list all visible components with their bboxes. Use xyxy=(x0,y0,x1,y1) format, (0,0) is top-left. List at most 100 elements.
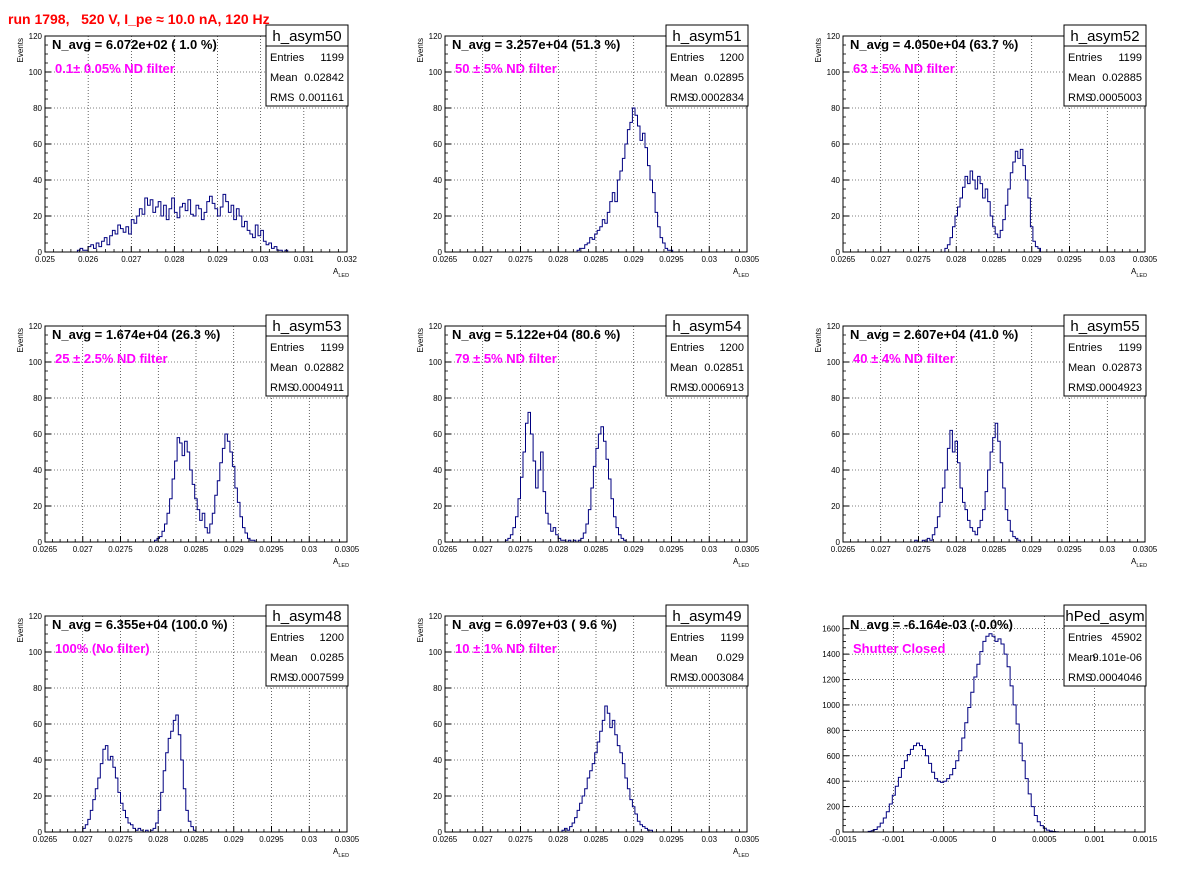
navg-label: N_avg = 2.607e+04 (41.0 %) xyxy=(850,327,1018,342)
x-axis-label-sub: LED xyxy=(738,273,749,279)
stats-label: Entries xyxy=(670,52,705,64)
x-axis-label-sub: LED xyxy=(338,563,349,569)
stats-label: Entries xyxy=(1068,342,1103,354)
x-tick-label: 0.03 xyxy=(1099,255,1115,264)
x-tick-label: 0.0265 xyxy=(831,255,856,264)
stats-label: RMS xyxy=(1068,92,1092,104)
y-tick-label: 120 xyxy=(29,612,43,621)
y-tick-label: 0 xyxy=(836,828,841,837)
navg-label: N_avg = 6.072e+02 ( 1.0 %) xyxy=(52,37,217,52)
y-tick-label: 100 xyxy=(29,648,43,657)
stats-label: Mean xyxy=(270,362,298,374)
x-tick-label: 0.027 xyxy=(871,255,892,264)
y-axis-label: Events xyxy=(416,38,425,62)
y-tick-label: 120 xyxy=(827,322,841,331)
y-tick-label: 60 xyxy=(433,140,442,149)
histogram-name: h_asym49 xyxy=(672,608,741,625)
stats-value: 0.0005003 xyxy=(1090,92,1142,104)
x-tick-label: 0.028 xyxy=(548,255,569,264)
filter-note: 79 ± 5% ND filter xyxy=(455,351,557,366)
x-tick-label: 0.028 xyxy=(946,545,967,554)
stats-box xyxy=(1063,45,1147,107)
x-tick-label: 0.0295 xyxy=(1057,545,1082,554)
x-axis-label: ALED xyxy=(333,557,349,569)
y-tick-label: 60 xyxy=(831,430,840,439)
navg-label: N_avg = 1.674e+04 (26.3 %) xyxy=(52,327,220,342)
stats-value: 0.02851 xyxy=(704,362,744,374)
stats-value: 1199 xyxy=(1118,52,1142,64)
stats-value: 0.02895 xyxy=(704,72,744,84)
x-tick-label: 0.029 xyxy=(624,255,645,264)
x-tick-label: 0.0285 xyxy=(184,545,209,554)
y-tick-label: 60 xyxy=(433,720,442,729)
x-tick-label: 0.0015 xyxy=(1133,835,1158,844)
x-tick-label: 0.028 xyxy=(164,255,185,264)
x-tick-label: 0.028 xyxy=(548,545,569,554)
stats-box xyxy=(265,625,349,687)
filter-note: 10 ± 1% ND filter xyxy=(455,641,557,656)
stats-value: 0.0285 xyxy=(310,652,344,664)
y-axis-label: Events xyxy=(16,38,25,62)
y-tick-label: 1200 xyxy=(822,676,840,685)
histogram-name: h_asym50 xyxy=(272,28,341,45)
x-axis-label-sub: LED xyxy=(338,853,349,859)
x-tick-label: 0.028 xyxy=(148,545,169,554)
x-tick-label: 0.027 xyxy=(473,835,494,844)
filter-note: 100% (No filter) xyxy=(55,641,150,656)
x-tick-label: 0.0265 xyxy=(433,255,458,264)
stats-label: Entries xyxy=(1068,52,1103,64)
filter-note: 50 ± 5% ND filter xyxy=(455,61,557,76)
stats-label: Entries xyxy=(670,342,705,354)
x-tick-label: 0.0265 xyxy=(433,545,458,554)
x-axis-label-sub: LED xyxy=(1136,563,1147,569)
x-axis-label-sub: LED xyxy=(1136,273,1147,279)
panel-h_asym53: 0.0265 0.027 0.0275 0.028 0.0285 0.029 0.0295 0… xyxy=(16,314,360,569)
stats-label: RMS xyxy=(1068,672,1092,684)
x-tick-label: 0.0265 xyxy=(831,545,856,554)
y-tick-label: 80 xyxy=(33,394,42,403)
stats-value: 1199 xyxy=(320,52,344,64)
x-tick-label: 0.0295 xyxy=(659,255,684,264)
histogram-series xyxy=(504,411,627,543)
x-tick-label: 0.0275 xyxy=(108,545,133,554)
x-tick-label: 0.027 xyxy=(121,255,142,264)
x-tick-label: 0.029 xyxy=(624,835,645,844)
stats-value: 0.0007599 xyxy=(292,672,344,684)
x-tick-label: 0.028 xyxy=(946,255,967,264)
stats-value: 1200 xyxy=(720,342,744,354)
x-axis-label: ALED xyxy=(733,557,749,569)
y-tick-label: 0 xyxy=(438,248,443,257)
y-tick-label: 800 xyxy=(827,726,841,735)
x-axis-label-sub: LED xyxy=(738,853,749,859)
y-tick-label: 80 xyxy=(433,104,442,113)
y-tick-label: 0 xyxy=(438,828,443,837)
stats-label: Mean xyxy=(270,72,298,84)
x-tick-label: 0.03 xyxy=(301,835,317,844)
histogram-series xyxy=(944,148,1041,252)
x-tick-label: 0.0285 xyxy=(584,835,609,844)
filter-note: 0.1± 0.05% ND filter xyxy=(55,61,175,76)
y-tick-label: 20 xyxy=(433,502,442,511)
stats-box xyxy=(1063,335,1147,397)
x-tick-label: 0.0275 xyxy=(906,255,931,264)
stats-box xyxy=(665,335,749,397)
x-tick-label: 0.0285 xyxy=(584,255,609,264)
x-tick-label: 0.0295 xyxy=(1057,255,1082,264)
x-tick-label: 0.026 xyxy=(78,255,99,264)
navg-label: N_avg = 6.355e+04 (100.0 %) xyxy=(52,617,228,632)
stats-box xyxy=(1063,625,1147,687)
stats-label: Mean xyxy=(670,72,698,84)
stats-label: RMS xyxy=(1068,382,1092,394)
x-tick-label: 0.0285 xyxy=(982,545,1007,554)
x-axis-label: ALED xyxy=(333,847,349,859)
navg-label: N_avg = -6.164e-03 (-0.0%) xyxy=(850,617,1013,632)
x-tick-label: 0.0285 xyxy=(184,835,209,844)
histogram-series xyxy=(576,107,674,252)
y-tick-label: 80 xyxy=(33,104,42,113)
stats-value: 0.02885 xyxy=(1102,72,1142,84)
stats-label: Entries xyxy=(270,342,305,354)
panel-h_asym54: 0.0265 0.027 0.0275 0.028 0.0285 0.029 0.0295 0… xyxy=(416,314,760,569)
y-tick-label: 80 xyxy=(831,394,840,403)
y-tick-label: 20 xyxy=(433,212,442,221)
x-tick-label: 0.029 xyxy=(1022,545,1043,554)
